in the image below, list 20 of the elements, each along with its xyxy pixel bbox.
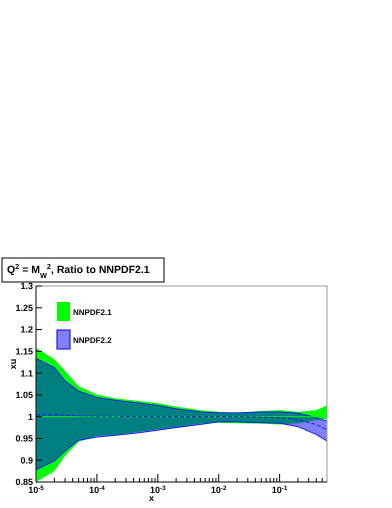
y-axis-title: xu <box>8 358 18 370</box>
x-tick-label: 10$^{-5}$ <box>28 484 44 495</box>
y-tick-label: 1.05 <box>15 390 33 400</box>
legend-label: NNPDF2.1 <box>73 308 112 317</box>
x-tick-label: 10$^{-1}$ <box>272 484 288 495</box>
x-axis-title: x <box>148 493 154 503</box>
y-tick-label: 1.3 <box>20 281 33 292</box>
x-tick-label: 10$^{-4}$ <box>89 484 106 495</box>
y-tick-label: 0.85 <box>15 477 33 488</box>
y-tick-label: 1.15 <box>15 346 33 356</box>
x-tick-label: 10$^{-2}$ <box>210 484 228 495</box>
chart-title: Q$^{2}$ = M$_{W}$$^{2}$, Ratio to NNPDF2.1 <box>7 262 150 280</box>
y-tick-label: 1.1 <box>20 368 33 378</box>
x-tick-label: 10$^{-3}$ <box>150 484 166 495</box>
y-tick-label: 1.2 <box>20 324 33 335</box>
y-tick-label: 1 <box>28 412 33 422</box>
y-tick-label: 1.25 <box>15 302 33 313</box>
y-tick-label: 0.9 <box>20 455 33 466</box>
legend-label: NNPDF2.2 <box>73 336 112 345</box>
y-tick-label: 0.95 <box>15 434 33 444</box>
